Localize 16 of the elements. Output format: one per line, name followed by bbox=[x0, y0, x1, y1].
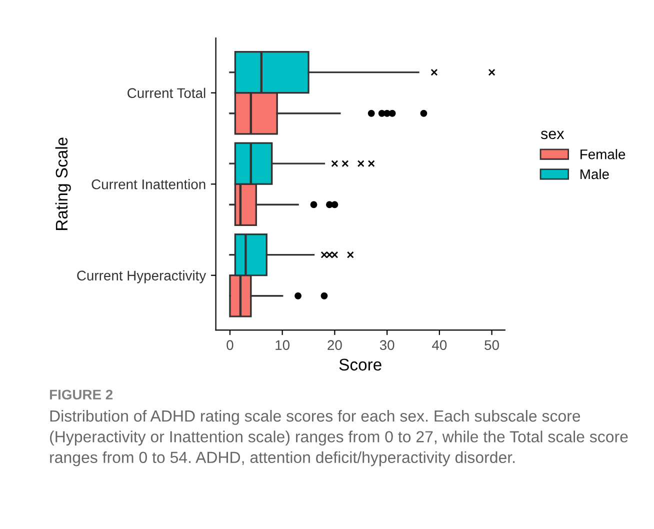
x-tick-label: 30 bbox=[380, 340, 394, 350]
y-tick-label: Current Total bbox=[128, 88, 206, 98]
legend-title: sex bbox=[540, 130, 564, 140]
x-tick-label: 0 bbox=[226, 340, 234, 350]
text: Distribution of ADHD rating scale scores for each sex. Each subscale score (Hyperactivity or Inattention scale) ranges from 0 to 27, while the Total scale score ranges from 0 to 54. ADHD, attention deficit/hyperactivity disorder. bbox=[50, 410, 628, 466]
x-tick-label: 20 bbox=[328, 340, 342, 350]
x-tick-label: 40 bbox=[432, 340, 447, 350]
y-axis-title: Rating Scale bbox=[55, 138, 71, 230]
x-axis-title: Score bbox=[339, 358, 382, 371]
x-tick-label: 10 bbox=[276, 340, 290, 350]
x-tick-label: 50 bbox=[484, 340, 499, 350]
y-tick-label: Current Hyperactivity bbox=[77, 270, 206, 284]
legend-label: Male bbox=[580, 168, 609, 180]
y-tick-label: Current Inattention bbox=[92, 179, 206, 190]
legend-label: Female bbox=[580, 149, 626, 160]
caption: FIGURE 2 bbox=[50, 390, 113, 400]
